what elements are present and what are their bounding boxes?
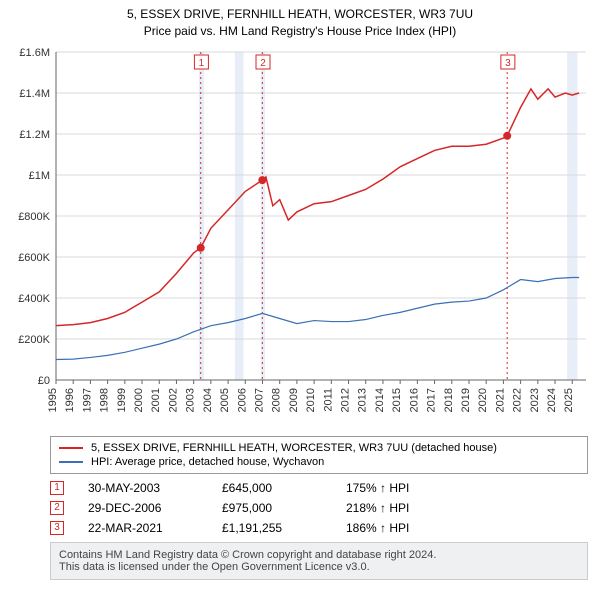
svg-text:£800K: £800K <box>18 211 50 223</box>
svg-text:2008: 2008 <box>271 388 283 412</box>
svg-text:2004: 2004 <box>202 388 214 412</box>
svg-text:£1.4M: £1.4M <box>19 88 50 100</box>
chart-container: 5, ESSEX DRIVE, FERNHILL HEATH, WORCESTE… <box>0 0 600 580</box>
svg-text:£0: £0 <box>38 375 50 387</box>
event-row: 3 22-MAR-2021 £1,191,255 186% ↑ HPI <box>50 518 588 538</box>
svg-text:£1.2M: £1.2M <box>19 129 50 141</box>
event-price: £975,000 <box>222 501 322 515</box>
legend-row: HPI: Average price, detached house, Wych… <box>59 455 579 469</box>
svg-text:2021: 2021 <box>494 388 506 412</box>
svg-text:£1.6M: £1.6M <box>19 47 50 59</box>
svg-text:1: 1 <box>199 58 205 69</box>
chart-titles: 5, ESSEX DRIVE, FERNHILL HEATH, WORCESTE… <box>0 0 600 42</box>
svg-text:2018: 2018 <box>443 388 455 412</box>
svg-text:3: 3 <box>505 58 511 69</box>
svg-text:2025: 2025 <box>563 388 575 412</box>
svg-text:2000: 2000 <box>133 388 145 412</box>
svg-text:2001: 2001 <box>150 388 162 412</box>
event-row: 1 30-MAY-2003 £645,000 175% ↑ HPI <box>50 478 588 498</box>
title-line-2: Price paid vs. HM Land Registry's House … <box>0 23 600 40</box>
svg-text:2005: 2005 <box>219 388 231 412</box>
svg-text:2006: 2006 <box>236 388 248 412</box>
svg-text:1997: 1997 <box>81 388 93 412</box>
chart-plot-wrap: £0 £200K £400K £600K £800K £1M £1.2M £1.4M £1.6M… <box>0 42 600 432</box>
svg-text:2024: 2024 <box>546 388 558 412</box>
svg-text:2013: 2013 <box>357 388 369 412</box>
event-marker: 2 <box>50 501 64 515</box>
svg-text:2023: 2023 <box>529 388 541 412</box>
svg-text:£1M: £1M <box>29 170 50 182</box>
svg-text:2022: 2022 <box>512 388 524 412</box>
chart-legend: 5, ESSEX DRIVE, FERNHILL HEATH, WORCESTE… <box>50 436 588 474</box>
svg-text:2007: 2007 <box>253 388 265 412</box>
chart-svg: £0 £200K £400K £600K £800K £1M £1.2M £1.4M £1.6M… <box>0 42 600 432</box>
event-price: £1,191,255 <box>222 521 322 535</box>
svg-text:2: 2 <box>260 58 266 69</box>
svg-text:1995: 1995 <box>47 388 59 412</box>
event-hpi: 218% ↑ HPI <box>346 501 446 515</box>
svg-text:1998: 1998 <box>99 388 111 412</box>
event-marker: 1 <box>50 481 64 495</box>
legend-label: HPI: Average price, detached house, Wych… <box>91 456 324 468</box>
event-marker: 3 <box>50 521 64 535</box>
event-price: £645,000 <box>222 481 322 495</box>
legend-row: 5, ESSEX DRIVE, FERNHILL HEATH, WORCESTE… <box>59 441 579 455</box>
svg-text:2015: 2015 <box>391 388 403 412</box>
svg-text:2011: 2011 <box>322 388 334 412</box>
event-table: 1 30-MAY-2003 £645,000 175% ↑ HPI 2 29-DEC-20… <box>50 478 588 538</box>
svg-text:2002: 2002 <box>167 388 179 412</box>
svg-text:2016: 2016 <box>408 388 420 412</box>
legend-label: 5, ESSEX DRIVE, FERNHILL HEATH, WORCESTE… <box>91 442 497 454</box>
svg-text:£600K: £600K <box>18 252 50 264</box>
footer-line-2: This data is licensed under the Open Gov… <box>59 561 579 573</box>
event-date: 22-MAR-2021 <box>88 521 198 535</box>
event-hpi: 186% ↑ HPI <box>346 521 446 535</box>
footer-line-1: Contains HM Land Registry data © Crown c… <box>59 549 579 561</box>
svg-text:£200K: £200K <box>18 334 50 346</box>
svg-text:2019: 2019 <box>460 388 472 412</box>
svg-text:2009: 2009 <box>288 388 300 412</box>
svg-text:£400K: £400K <box>18 293 50 305</box>
legend-swatch <box>59 461 83 463</box>
svg-text:2020: 2020 <box>477 388 489 412</box>
event-date: 30-MAY-2003 <box>88 481 198 495</box>
svg-text:2003: 2003 <box>185 388 197 412</box>
legend-swatch <box>59 447 83 449</box>
svg-text:1999: 1999 <box>116 388 128 412</box>
svg-text:1996: 1996 <box>64 388 76 412</box>
svg-text:2012: 2012 <box>340 388 352 412</box>
event-hpi: 175% ↑ HPI <box>346 481 446 495</box>
event-date: 29-DEC-2006 <box>88 501 198 515</box>
svg-text:2017: 2017 <box>426 388 438 412</box>
footer-attribution: Contains HM Land Registry data © Crown c… <box>50 542 588 580</box>
svg-text:2010: 2010 <box>305 388 317 412</box>
event-row: 2 29-DEC-2006 £975,000 218% ↑ HPI <box>50 498 588 518</box>
title-line-1: 5, ESSEX DRIVE, FERNHILL HEATH, WORCESTE… <box>0 6 600 23</box>
svg-text:2014: 2014 <box>374 388 386 412</box>
